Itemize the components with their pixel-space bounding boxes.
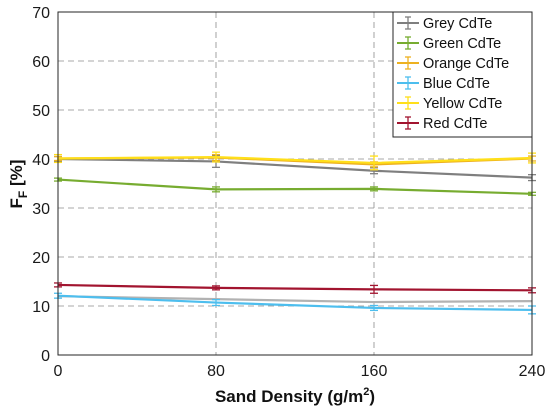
x-axis-title: Sand Density (g/m2) xyxy=(215,386,375,406)
y-tick-label: 10 xyxy=(32,299,50,316)
legend-entry: Blue CdTe xyxy=(397,76,490,92)
y-tick-label: 20 xyxy=(32,250,50,267)
plot-frame xyxy=(57,11,533,356)
x-tick-label: 80 xyxy=(207,363,225,380)
y-tick-label: 30 xyxy=(32,201,50,218)
y-tick-label: 50 xyxy=(32,103,50,120)
extra-series-0-line xyxy=(57,295,533,304)
legend-label: Grey CdTe xyxy=(423,16,492,32)
x-tick-label: 0 xyxy=(54,363,63,380)
y-tick-label: 40 xyxy=(32,152,50,169)
legend-entry: Orange CdTe xyxy=(397,56,509,72)
series-yellow-cdte-line xyxy=(57,155,533,165)
series-blue-cdte-line xyxy=(57,294,533,312)
legend-box xyxy=(392,11,533,138)
legend: Grey CdTe Green CdTe Orange CdTe Blue CdTe Y… xyxy=(392,11,533,138)
extra-series-0 xyxy=(57,295,533,304)
legend-label: Green CdTe xyxy=(423,36,501,52)
series-grey-cdte-line xyxy=(57,157,533,179)
legend-label: Red CdTe xyxy=(423,116,487,132)
legend-label: Yellow CdTe xyxy=(423,96,502,112)
legend-label: Orange CdTe xyxy=(423,56,509,72)
legend-entry: Yellow CdTe xyxy=(397,96,502,112)
y-axis-title: FF [%] xyxy=(7,160,30,209)
legend-entry: Grey CdTe xyxy=(397,16,492,32)
series-green-cdte-line xyxy=(57,178,533,195)
y-tick-label: 70 xyxy=(32,5,50,22)
legend-entry: Red CdTe xyxy=(397,116,487,132)
y-tick-label: 60 xyxy=(32,54,50,71)
x-tick-label: 240 xyxy=(519,363,546,380)
x-tick-label: 160 xyxy=(361,363,388,380)
legend-label: Blue CdTe xyxy=(423,76,490,92)
series-red-cdte-line xyxy=(57,283,533,292)
legend-entry: Green CdTe xyxy=(397,36,501,52)
y-tick-label: 0 xyxy=(41,348,50,365)
tick-labels: 0 10 20 30 40 50 60 70 0 80 160 240 xyxy=(32,5,545,380)
